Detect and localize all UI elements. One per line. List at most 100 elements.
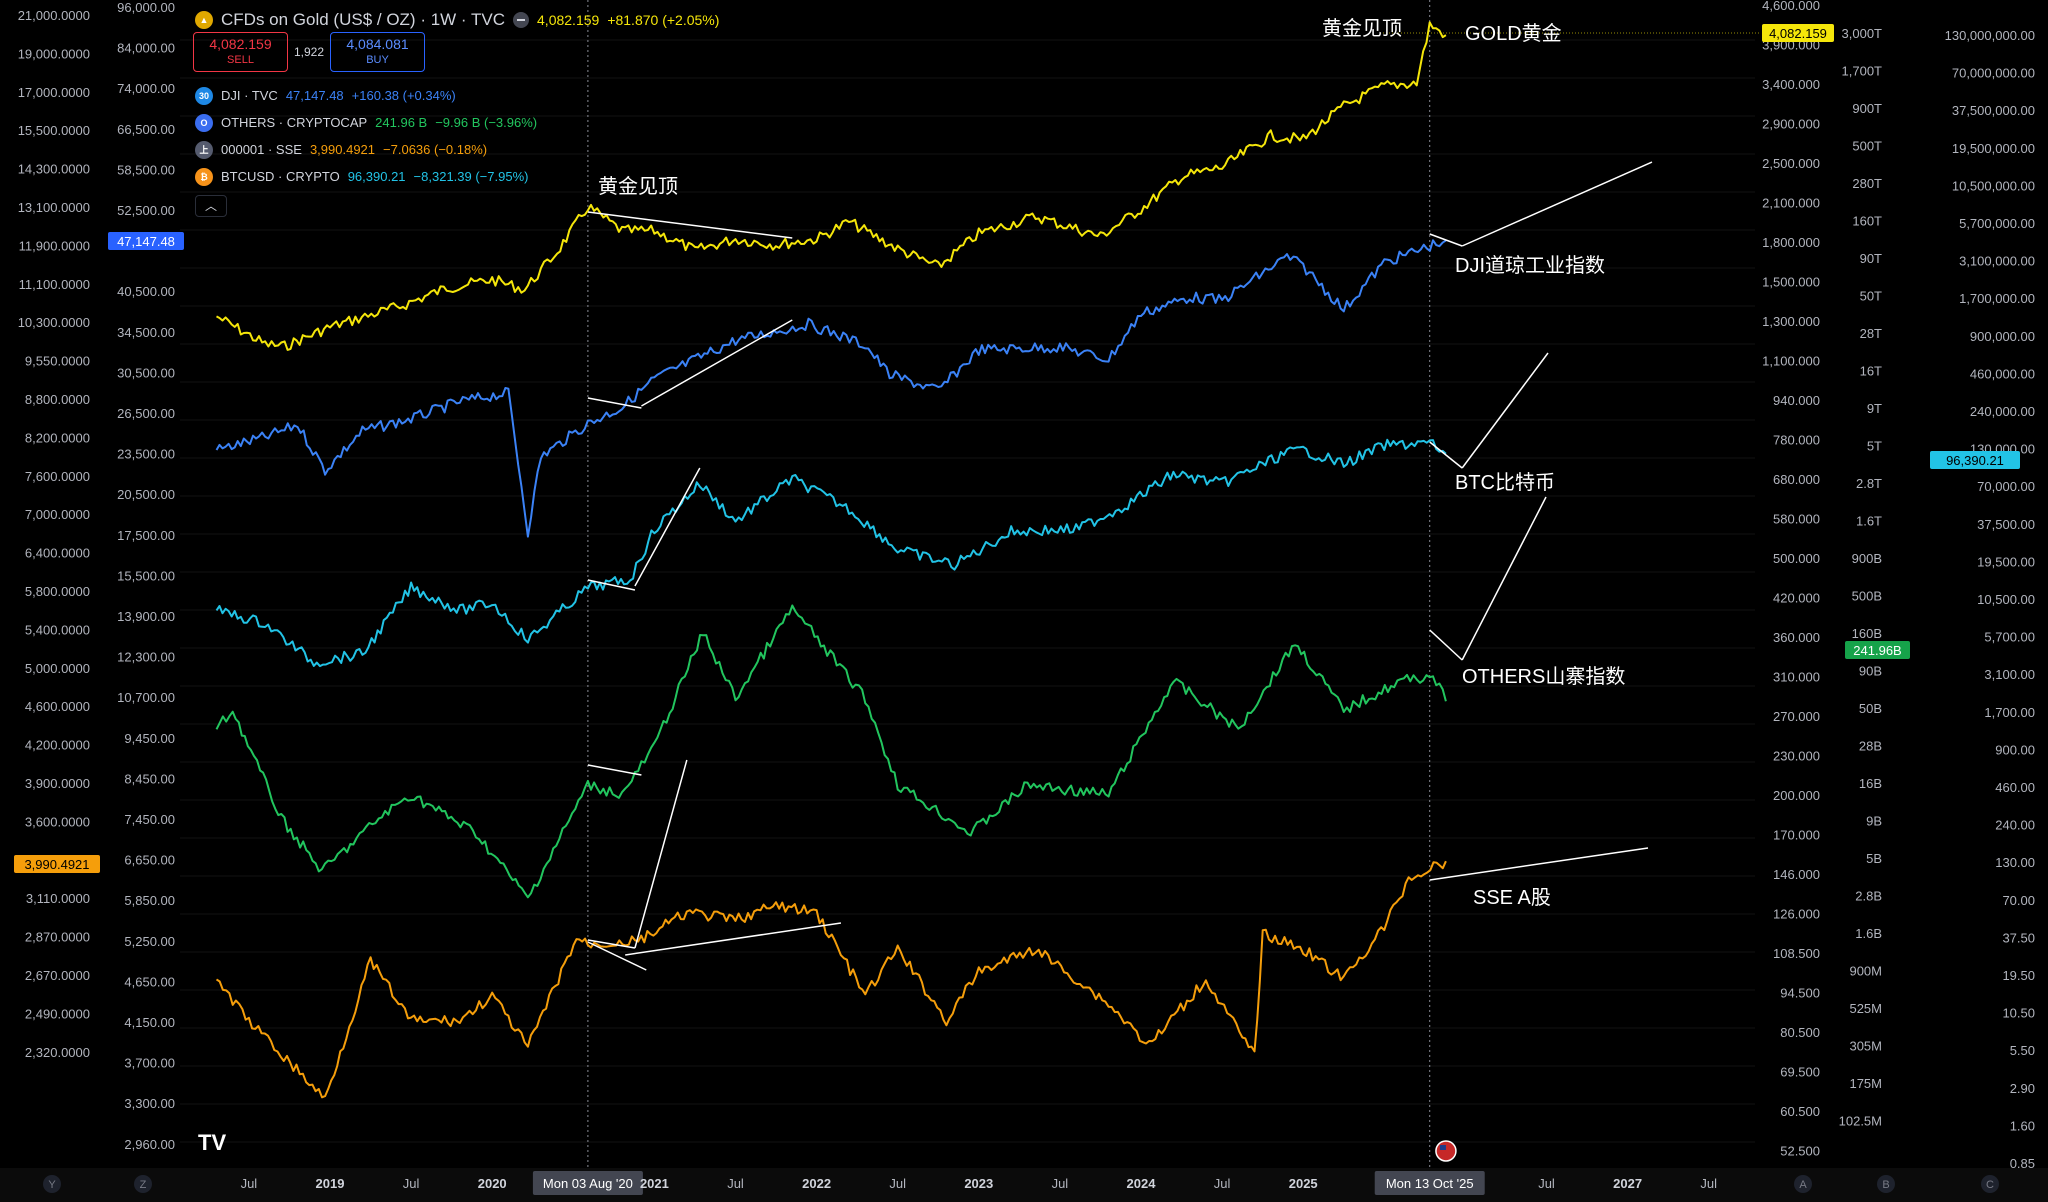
annotation-label: BTC比特币	[1455, 471, 1555, 494]
trend-line[interactable]	[587, 397, 642, 409]
trend-line[interactable]	[625, 922, 842, 956]
right-axis-1-tick: 780.000	[1773, 433, 1820, 448]
scale-button-label: A	[1799, 1179, 1807, 1191]
trend-line[interactable]	[587, 764, 642, 776]
right-axis-1-tick: 126.000	[1773, 907, 1820, 922]
symbol-icon: ₿	[195, 167, 213, 186]
more-options-icon[interactable]	[513, 12, 530, 28]
right-axis-1-tick: 310.000	[1773, 670, 1820, 685]
sell-label: SELL	[227, 54, 254, 66]
scale-button-label: B	[1882, 1179, 1889, 1191]
right-axis-2-tick: 2.8B	[1855, 889, 1882, 904]
us-flag-icon[interactable]	[1435, 1140, 1457, 1162]
series-line[interactable]	[215, 239, 1447, 538]
right-axis-1-tick: 940.000	[1773, 393, 1820, 408]
trend-line[interactable]	[634, 759, 688, 949]
left-axis-1-tick: 5,000.0000	[25, 661, 90, 676]
price-tag-label: 47,147.48	[117, 234, 175, 249]
right-axis-2-tick: 305M	[1849, 1039, 1882, 1054]
time-axis-tick: 2024	[1127, 1176, 1157, 1191]
left-axis-2-tick: 4,150.00	[124, 1015, 175, 1030]
right-axis-1-tick: 2,500.000	[1762, 156, 1820, 171]
left-axis-1-tick: 4,600.0000	[25, 699, 90, 714]
right-axis-3-tick: 130.00	[1995, 855, 2035, 870]
trend-line[interactable]	[634, 467, 701, 587]
right-axis-1-tick: 1,300.000	[1762, 314, 1820, 329]
crosshair-date-box	[532, 1171, 643, 1195]
right-axis-2-tick: 90T	[1860, 251, 1882, 266]
legend-row[interactable]: ₿ BTCUSD · CRYPTO 96,390.21 −8,321.39 (−7.9…	[195, 163, 719, 190]
trend-line[interactable]	[587, 941, 647, 971]
series-line[interactable]	[215, 860, 1447, 1099]
legend-row[interactable]: 上 000001 · SSE 3,990.4921 −7.0636 (−0.18%)	[195, 136, 719, 163]
legend-change: −7.0636 (−0.18%)	[383, 141, 488, 157]
trend-line[interactable]	[641, 319, 793, 407]
legend-last-value: 96,390.21	[347, 168, 406, 184]
left-axis-2-tick: 13,900.00	[117, 609, 175, 624]
series-line[interactable]	[216, 21, 1447, 351]
left-axis-2-tick: 20,500.00	[117, 487, 175, 502]
left-axis-2-tick: 5,250.00	[124, 934, 175, 949]
trend-line[interactable]	[1429, 233, 1463, 247]
right-axis-1-tick: 200.000	[1773, 788, 1820, 803]
trend-line[interactable]	[587, 211, 793, 239]
trend-line[interactable]	[587, 579, 636, 591]
legend-last-value: 241.96 B	[375, 114, 428, 130]
crosshair-date-box	[1374, 1171, 1485, 1195]
right-axis-3-tick: 2.90	[2010, 1081, 2035, 1096]
right-axis-3-tick: 19,500.00	[1977, 554, 2035, 569]
legend-row[interactable]: O OTHERS · CRYPTOCAP 241.96 B −9.96 B (−3.9…	[195, 109, 719, 136]
time-axis-tick: Jul	[1052, 1176, 1069, 1191]
trend-line[interactable]	[1429, 847, 1649, 881]
time-axis-tick: Jul	[1214, 1176, 1231, 1191]
legend-main-row[interactable]: ▲ CFDs on Gold (US$ / OZ) · 1W · TVC 4,0…	[195, 4, 719, 36]
crosshair-date-label: Mon 13 Oct '25	[1386, 1176, 1474, 1191]
trend-line[interactable]	[1461, 352, 1549, 469]
collapse-legend-button[interactable]: ︿	[195, 195, 227, 217]
right-axis-2-tick: 3,000T	[1842, 26, 1883, 41]
buy-label: BUY	[366, 54, 389, 66]
right-axis-2-tick: 9B	[1866, 814, 1882, 829]
time-axis-tick: Jul	[1700, 1176, 1717, 1191]
price-tag-label: 3,990.4921	[24, 857, 89, 872]
scale-button[interactable]	[1981, 1175, 1999, 1193]
right-axis-3-tick: 10,500.00	[1977, 592, 2035, 607]
scale-button[interactable]	[43, 1175, 61, 1193]
trend-line[interactable]	[1429, 629, 1463, 661]
trend-line[interactable]	[587, 939, 636, 949]
right-axis-2-tick: 900T	[1852, 101, 1882, 116]
right-axis-2-tick: 525M	[1849, 1001, 1882, 1016]
time-axis-tick: 2027	[1613, 1176, 1642, 1191]
left-axis-1-tick: 3,600.0000	[25, 814, 90, 829]
left-axis-1-tick: 2,490.0000	[25, 1006, 90, 1021]
scale-button[interactable]	[1794, 1175, 1812, 1193]
annotation-label: SSE A股	[1473, 887, 1551, 909]
scale-button[interactable]	[134, 1175, 152, 1193]
right-axis-2-tick: 900B	[1852, 551, 1882, 566]
left-axis-1-tick: 11,100.0000	[19, 277, 90, 292]
right-axis-2-tick: 1.6B	[1855, 926, 1882, 941]
series-line[interactable]	[215, 438, 1447, 668]
scale-button[interactable]	[1877, 1175, 1895, 1193]
annotation-label: 黄金见顶	[598, 175, 678, 198]
left-axis-2-tick: 6,650.00	[124, 853, 175, 868]
scale-button-label: C	[1986, 1179, 1994, 1191]
right-axis-3-tick: 70,000.00	[1977, 479, 2035, 494]
right-axis-1-tick: 1,500.000	[1762, 275, 1820, 290]
series-line[interactable]	[215, 604, 1447, 899]
left-axis-1-tick: 21,000.0000	[18, 8, 90, 23]
trend-line[interactable]	[1461, 161, 1653, 247]
sell-price: 4,082.159	[209, 36, 272, 52]
right-axis-3-tick: 5,700,000.00	[1959, 216, 2035, 231]
trend-line[interactable]	[1429, 441, 1463, 469]
buy-button[interactable]: 4,084.081 BUY	[330, 32, 426, 72]
left-axis-1-tick: 2,870.0000	[25, 930, 90, 945]
right-axis-3-tick: 37,500.00	[1977, 517, 2035, 532]
sell-button[interactable]: 4,082.159 SELL	[193, 32, 288, 72]
right-axis-2-tick: 102.5M	[1839, 1114, 1882, 1129]
trend-line[interactable]	[1461, 496, 1547, 661]
legend-row[interactable]: 30 DJI · TVC 47,147.48 +160.38 (+0.34%)	[195, 82, 719, 109]
right-axis-3-tick: 460,000.00	[1970, 366, 2035, 381]
right-axis-2-tick: 1.6T	[1856, 514, 1882, 529]
